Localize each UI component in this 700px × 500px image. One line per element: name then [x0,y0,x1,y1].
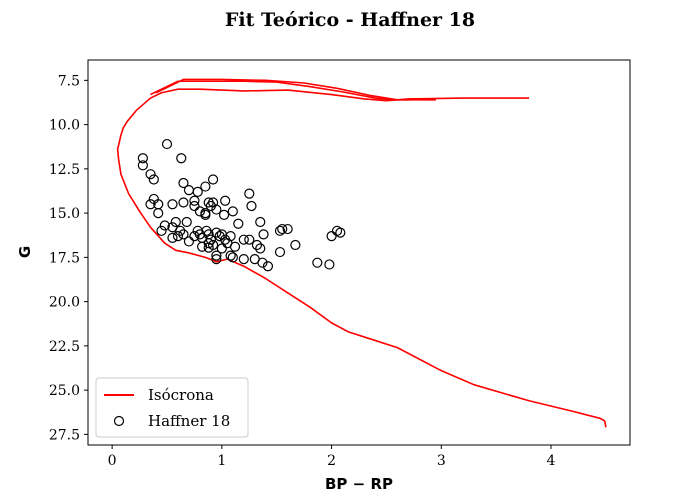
star-point-9 [200,181,211,192]
star-point-11 [145,199,156,210]
star-point-74 [251,239,263,251]
y-tick-label: 20.0 [49,295,80,311]
star-point-5 [176,153,187,164]
star-point-15 [167,199,178,210]
star-point-77 [262,261,274,272]
star-point-39 [170,216,181,228]
star-point-58 [211,250,222,261]
star-point-71 [238,254,249,265]
y-axis-ticks: 7.5 10.0 12.5 15.0 17.5 20.0 22.5 25.0 27.5 [49,73,88,443]
star-point-80 [312,257,323,268]
star-point-17 [189,195,200,206]
star-point-37 [159,220,170,231]
star-point-60 [214,231,225,242]
isochrone-line-0 [116,88,607,428]
star-point-79 [290,239,301,251]
x-tick-label: 0 [108,453,117,469]
star-point-6 [178,177,189,189]
star-point-44 [181,216,192,228]
x-tick-label: 3 [437,453,446,469]
star-point-31 [255,216,266,228]
star-point-28 [227,206,238,217]
star-point-27 [218,209,230,220]
star-point-70 [238,234,249,245]
star-point-18 [189,200,200,212]
y-tick-label: 12.5 [49,162,80,178]
y-tick-label: 25.0 [49,383,80,399]
y-axis-label: G [16,246,34,258]
star-point-16 [178,197,189,208]
star-point-65 [225,231,236,242]
star-point-32 [258,229,269,240]
star-point-10 [207,174,219,185]
legend-box [95,377,249,438]
star-point-3 [148,174,159,185]
x-tick-label: 4 [547,453,556,469]
x-tick-label: 1 [217,453,226,469]
star-point-72 [244,234,255,245]
star-point-40 [167,232,178,243]
star-point-34 [277,223,288,235]
chart-title: Fit Teórico - Haffner 18 [225,9,475,31]
y-tick-label: 22.5 [49,339,80,355]
star-point-8 [192,186,203,197]
star-point-46 [189,231,200,242]
star-point-78 [274,246,286,258]
star-point-19 [194,206,206,217]
star-point-59 [211,254,222,265]
star-point-29 [244,188,255,199]
star-point-82 [326,231,337,242]
legend-isochrone-label: Isócrona [148,386,214,404]
star-point-36 [156,225,167,236]
star-point-81 [324,259,335,270]
star-point-42 [175,225,186,236]
star-point-4 [161,138,173,150]
star-point-84 [335,227,346,238]
star-point-25 [211,204,222,215]
x-axis-ticks: 0 1 2 3 4 [108,445,556,469]
star-point-14 [153,208,164,219]
star-point-67 [227,252,238,263]
series-layer [116,78,607,428]
plot-frame [87,59,631,446]
star-point-66 [225,250,236,261]
star-point-56 [207,239,219,251]
star-point-45 [183,236,195,247]
legend: Isócrona Haffner 18 [95,377,249,438]
isochrone-line-2 [155,78,436,101]
star-point-75 [255,243,266,254]
star-point-69 [233,218,244,229]
star-point-62 [216,243,227,254]
star-point-33 [274,225,286,236]
star-point-76 [257,257,268,268]
star-point-41 [172,231,184,242]
star-point-43 [178,229,189,240]
star-point-57 [211,227,222,238]
star-point-21 [200,209,211,220]
legend-haffner-label: Haffner 18 [148,412,230,430]
y-tick-label: 7.5 [58,73,80,89]
y-tick-label: 27.5 [49,427,80,443]
star-point-1 [137,160,148,171]
y-tick-label: 15.0 [49,206,80,222]
x-axis-label: BP − RP [325,475,393,493]
star-point-26 [220,195,231,206]
star-point-55 [205,234,216,245]
star-point-2 [145,169,156,180]
x-tick-label: 2 [327,453,336,469]
legend-haffner-marker-symbol [113,415,125,427]
star-point-35 [282,223,293,235]
star-point-0 [137,153,148,164]
star-point-68 [229,241,241,252]
star-point-30 [246,200,257,212]
y-tick-label: 17.5 [49,250,80,266]
y-tick-label: 10.0 [49,118,80,134]
